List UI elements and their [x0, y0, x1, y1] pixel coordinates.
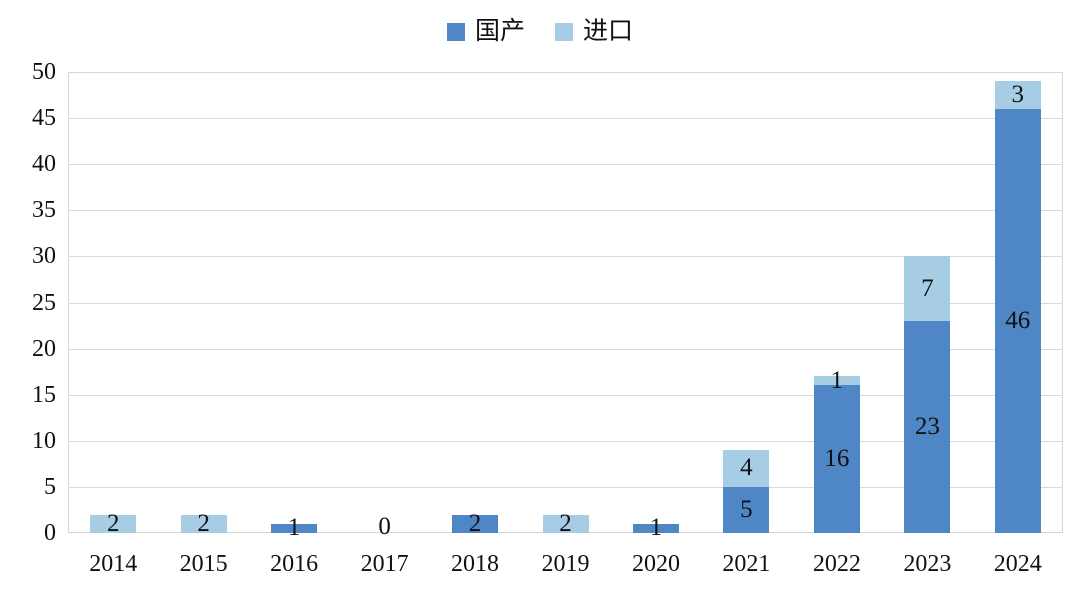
- bar-2023-series-0: [904, 320, 951, 533]
- legend-item-domestic: 国产: [446, 18, 525, 46]
- gridline-y-30: [68, 256, 1063, 258]
- data-label-2014-series-1: 2: [106, 509, 120, 537]
- y-axis-tick-label: 35: [32, 197, 56, 224]
- data-label-2019-series-1: 2: [559, 509, 572, 537]
- data-label-2022-series-0: 16: [824, 445, 850, 473]
- y-axis-tick-label: 15: [32, 381, 56, 408]
- bar-2024-series-1: [994, 81, 1041, 109]
- bar-2019-series-1: [542, 514, 589, 533]
- y-axis-tick-label: 10: [32, 427, 56, 454]
- x-axis-tick-label-2018: 2018: [451, 551, 500, 577]
- gridline-y-15: [68, 394, 1063, 396]
- x-axis-tick-label-2016: 2016: [270, 551, 319, 577]
- data-label-2020-series-0: 1: [649, 514, 663, 542]
- data-label-2024-series-1: 3: [1011, 81, 1025, 109]
- bar-2016-series-0: [271, 523, 318, 533]
- gridline-y-25: [68, 302, 1063, 304]
- bar-2023-series-1: [904, 256, 951, 321]
- x-axis-tick-label-2024: 2024: [993, 551, 1042, 577]
- data-label-2021-series-0: 5: [740, 495, 753, 523]
- x-axis-tick-label-2017: 2017: [360, 551, 409, 577]
- data-label-2022-series-1: 1: [830, 366, 844, 394]
- gridline-y-35: [68, 210, 1063, 212]
- bar-2021-series-1: [723, 450, 770, 487]
- y-axis-tick-label: 5: [44, 473, 56, 500]
- gridline-y-45: [68, 118, 1063, 120]
- x-axis-tick-label-2020: 2020: [631, 551, 680, 577]
- y-axis-tick-label: 0: [44, 520, 56, 546]
- y-axis-tick-label: 45: [32, 105, 56, 132]
- bar-2022-series-0: [813, 385, 860, 533]
- gridline-y-20: [68, 348, 1063, 350]
- bar-2014-series-1: [90, 514, 137, 533]
- data-label-2023-series-1: 7: [921, 274, 934, 302]
- y-axis-tick-label: 50: [32, 59, 56, 85]
- y-axis-tick-label: 30: [32, 243, 56, 270]
- bar-2021-series-0: [723, 486, 770, 533]
- gridline-y-40: [68, 164, 1063, 166]
- data-label-2015-series-1: 2: [197, 509, 210, 537]
- data-label-2021-series-1: 4: [740, 454, 753, 482]
- x-axis-tick-label-2021: 2021: [722, 551, 771, 577]
- y-axis-tick-label: 40: [32, 151, 56, 178]
- y-axis-tick-label: 25: [32, 289, 56, 316]
- data-label-2023-series-0: 23: [914, 412, 940, 440]
- bar-2015-series-1: [180, 514, 227, 533]
- legend-swatch-domestic-icon: [446, 23, 465, 41]
- x-axis-tick-label-2014: 2014: [89, 551, 138, 577]
- x-axis-tick-label-2023: 2023: [903, 551, 952, 577]
- x-axis-tick-label-2022: 2022: [812, 551, 861, 577]
- data-label-2024-series-0: 46: [1005, 306, 1031, 334]
- data-label-2018-series-0: 2: [468, 509, 482, 537]
- bar-2020-series-0: [632, 523, 679, 533]
- data-label-2016-series-0: 1: [287, 514, 301, 542]
- legend-swatch-imported-icon: [555, 23, 573, 41]
- gridline-y-5: [68, 486, 1063, 488]
- gridline-y-10: [68, 440, 1063, 442]
- bar-2022-series-1: [813, 376, 860, 386]
- legend-label-domestic: 国产: [474, 18, 525, 45]
- bar-2018-series-0: [452, 514, 499, 533]
- legend: 国产 进口: [0, 18, 1080, 46]
- x-axis-tick-label-2015: 2015: [179, 551, 228, 577]
- legend-label-imported: 进口: [583, 18, 634, 45]
- data-label-2017-zero: 0: [378, 513, 391, 540]
- legend-item-imported: 进口: [555, 18, 633, 46]
- bar-2024-series-0: [994, 108, 1041, 533]
- y-axis-tick-label: 20: [32, 335, 56, 362]
- x-axis-tick-label-2019: 2019: [541, 551, 590, 577]
